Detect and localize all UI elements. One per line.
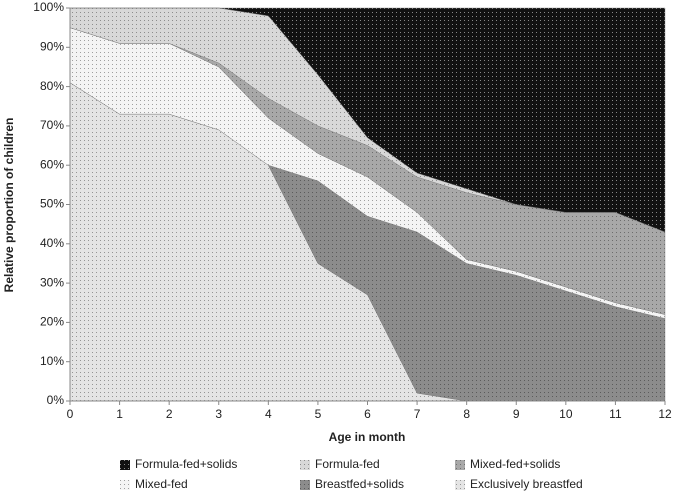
y-tick-label: 20% — [40, 315, 64, 329]
y-tick-label: 40% — [40, 236, 64, 250]
x-tick-label: 9 — [513, 407, 520, 421]
y-axis-label: Relative proportion of children — [2, 118, 16, 293]
y-tick-label: 90% — [40, 39, 64, 53]
x-tick-label: 2 — [166, 407, 173, 421]
x-tick-label: 4 — [265, 407, 272, 421]
x-tick-label: 3 — [215, 407, 222, 421]
y-tick-label: 60% — [40, 157, 64, 171]
legend-swatch — [120, 480, 130, 490]
x-tick-label: 0 — [67, 407, 74, 421]
legend-swatch — [300, 480, 310, 490]
x-tick-label: 8 — [463, 407, 470, 421]
legend-label: Exclusively breastfed — [470, 477, 583, 491]
legend-label: Breastfed+solids — [315, 477, 404, 491]
y-tick-label: 30% — [40, 275, 64, 289]
legend-swatch — [120, 460, 130, 470]
y-tick-label: 10% — [40, 354, 64, 368]
x-tick-label: 11 — [609, 407, 622, 421]
legend-label: Formula-fed+solids — [135, 457, 237, 471]
x-tick-label: 6 — [364, 407, 371, 421]
y-tick-label: 100% — [33, 0, 64, 14]
legend-label: Formula-fed — [315, 457, 380, 471]
x-tick-label: 1 — [116, 407, 123, 421]
y-tick-label: 80% — [40, 79, 64, 93]
x-tick-label: 7 — [414, 407, 421, 421]
x-tick-label: 10 — [559, 407, 573, 421]
area — [70, 7, 666, 233]
y-tick-label: 50% — [40, 197, 64, 211]
legend-swatch — [300, 460, 310, 470]
y-tick-label: 70% — [40, 118, 64, 132]
x-tick-label: 12 — [658, 407, 672, 421]
legend-label: Mixed-fed — [135, 477, 188, 491]
x-axis-label: Age in month — [329, 430, 406, 444]
y-tick-label: 0% — [47, 393, 65, 407]
legend-label: Mixed-fed+solids — [470, 457, 560, 471]
legend-swatch — [455, 480, 465, 490]
legend-swatch — [455, 460, 465, 470]
x-tick-label: 5 — [315, 407, 322, 421]
